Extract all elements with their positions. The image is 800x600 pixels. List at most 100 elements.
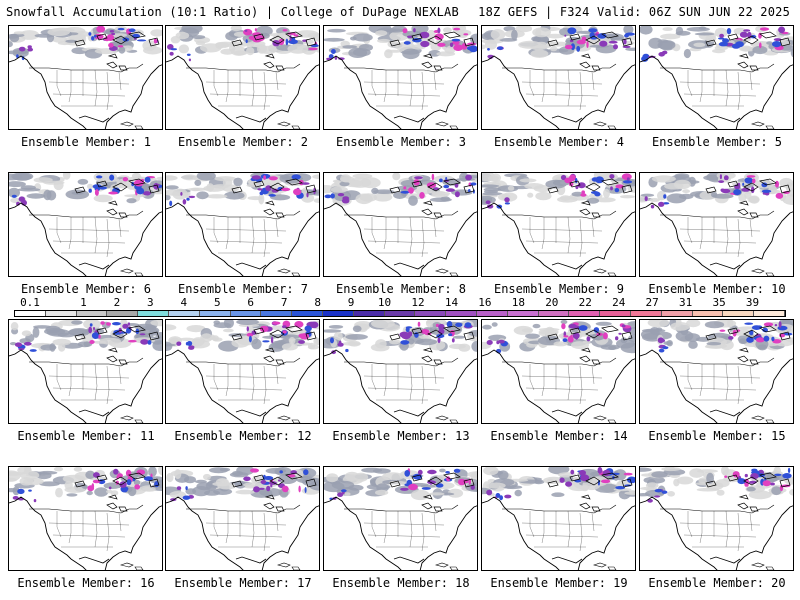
heavy-snow-patch — [408, 187, 414, 194]
great-lakes — [263, 347, 285, 365]
heavy-snow-patch — [647, 498, 653, 503]
heavy-snow-patch — [298, 485, 301, 493]
state-boundary — [749, 71, 753, 91]
snow-patch — [484, 39, 497, 50]
snow-patch — [258, 193, 265, 205]
state-boundary — [263, 71, 267, 111]
state-boundary — [433, 512, 437, 532]
heavy-snow-patch — [642, 53, 650, 59]
heavy-snow-patch — [108, 191, 118, 195]
ensemble-map-panel — [8, 466, 163, 571]
heavy-snow-patch — [435, 323, 439, 328]
heavy-snow-patch — [407, 331, 413, 337]
snow-patch — [402, 30, 424, 38]
heavy-snow-patch — [246, 332, 254, 337]
heavy-snow-patch — [33, 499, 37, 503]
snow-patch — [9, 342, 17, 346]
ensemble-map-panel — [8, 319, 163, 424]
snow-patch — [77, 178, 89, 185]
snow-patch — [647, 320, 670, 328]
heavy-snow-patch — [400, 487, 409, 491]
snowfall-map — [9, 173, 162, 276]
snow-patch — [223, 320, 234, 329]
snow-patch — [213, 320, 220, 325]
caribbean-islands — [750, 562, 775, 570]
snow-patch — [455, 29, 472, 37]
heavy-snow-patch — [439, 178, 443, 183]
heavy-snow-patch — [169, 200, 173, 207]
heavy-snow-patch — [134, 484, 141, 490]
state-boundary — [94, 69, 98, 107]
heavy-snow-patch — [593, 327, 600, 333]
heavy-snow-patch — [574, 177, 578, 184]
state-boundary — [263, 218, 267, 258]
heavy-snow-patch — [746, 336, 754, 343]
state-boundary — [409, 510, 413, 548]
snow-patch — [47, 28, 70, 37]
snow-patch — [166, 194, 171, 201]
color-scale-swatch — [600, 311, 631, 316]
heavy-snow-patch — [257, 188, 263, 191]
snowfall-map — [9, 467, 162, 570]
snow-patch — [532, 323, 541, 329]
coastline — [9, 55, 162, 129]
gulf-coastline — [551, 262, 583, 270]
snow-patch — [642, 328, 666, 333]
snow-patch — [482, 195, 496, 204]
heavy-snow-patch — [588, 28, 598, 33]
great-lakes — [579, 53, 601, 71]
great-lakes — [263, 494, 285, 512]
arctic-islands — [705, 325, 791, 341]
state-boundary — [687, 511, 693, 538]
snow-patch — [166, 472, 174, 483]
gulf-coastline — [393, 556, 425, 564]
snow-patch — [682, 189, 690, 194]
snow-patch — [215, 42, 224, 49]
ensemble-member-label: Ensemble Member: 1 — [20, 135, 152, 149]
state-boundary — [56, 511, 62, 538]
gulf-coastline — [235, 115, 267, 123]
heavy-snow-patch — [454, 183, 459, 188]
state-boundary — [679, 522, 761, 526]
snow-patch — [152, 340, 162, 351]
snow-patch — [361, 467, 383, 473]
coastline — [166, 202, 319, 276]
ensemble-member-label: Ensemble Member: 3 — [335, 135, 467, 149]
state-boundary — [683, 93, 757, 97]
state-boundary — [679, 81, 761, 85]
snow-patch — [150, 320, 162, 327]
heavy-snow-patch — [324, 194, 332, 199]
state-boundary — [52, 387, 126, 391]
state-boundary — [591, 218, 595, 238]
snow-patch — [288, 337, 296, 345]
snow-patch — [142, 40, 157, 51]
arctic-islands — [74, 472, 160, 488]
heavy-snow-patch — [600, 479, 611, 484]
ensemble-map-panel — [639, 25, 794, 130]
heavy-snow-patch — [464, 322, 472, 328]
heavy-snow-patch — [762, 480, 771, 487]
state-boundary — [679, 228, 761, 232]
heavy-snow-patch — [340, 489, 347, 493]
state-boundary — [737, 512, 741, 552]
heavy-snow-patch — [94, 34, 97, 38]
heavy-snow-patch — [472, 189, 475, 194]
snow-patch — [62, 173, 71, 180]
snowfall-map — [166, 320, 319, 423]
snowfall-map — [324, 467, 477, 570]
heavy-snow-patch — [89, 323, 93, 327]
heavy-snow-patch — [750, 186, 755, 194]
snow-patch — [232, 470, 243, 477]
state-boundary — [56, 364, 62, 391]
heavy-snow-patch — [743, 29, 751, 32]
heavy-snow-patch — [626, 177, 630, 181]
heavy-snow-patch — [180, 192, 183, 196]
coastline — [324, 349, 477, 423]
snow-patch — [172, 188, 188, 200]
state-boundary — [567, 69, 571, 107]
heavy-snow-patch — [169, 51, 174, 56]
state-boundary — [409, 363, 413, 401]
heavy-snow-patch — [268, 194, 276, 197]
state-boundary — [687, 70, 693, 97]
heavy-snow-patch — [626, 476, 635, 484]
